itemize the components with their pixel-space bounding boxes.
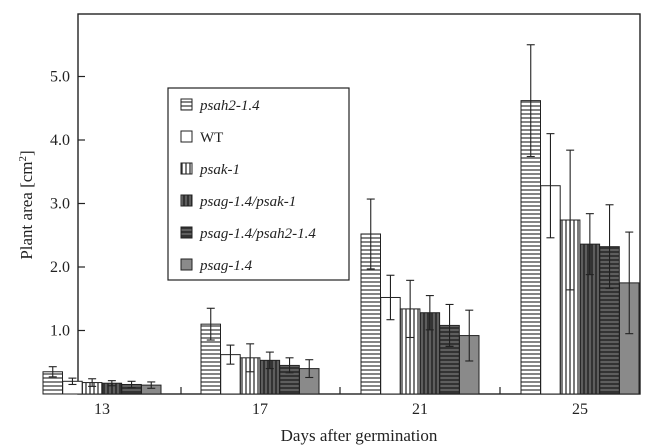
legend-swatch [180, 162, 193, 175]
legend-label: psah2-1.4 [199, 98, 260, 114]
legend-label: psak-1 [199, 162, 240, 178]
x-tick-label: 21 [412, 401, 428, 418]
legend: psah2-1.4 WT psak-1 psag-1.4/psak-1 psag-1.4… [167, 87, 350, 281]
y-axis-label-main: Plant area [cm [17, 161, 36, 259]
legend-swatch [180, 98, 193, 111]
y-axis: 1.0 2.0 3.0 4.0 5.0 [50, 69, 85, 340]
x-axis: 13 17 21 25 [94, 387, 588, 418]
x-axis-label: Days after germination [281, 426, 438, 445]
y-axis-label-end: ] [17, 150, 36, 156]
x-tick-label: 25 [572, 401, 588, 418]
y-axis-label-sup: 2 [17, 156, 29, 162]
bar-series-group [42, 44, 640, 395]
legend-swatch [180, 194, 193, 207]
legend-box [167, 87, 350, 281]
y-axis-label: Plant area [cm2] [17, 150, 36, 259]
legend-label: WT [200, 130, 223, 146]
legend-label: psag-1.4 [199, 258, 253, 274]
legend-label: psag-1.4/psak-1 [199, 194, 296, 210]
x-tick-label: 17 [252, 401, 268, 418]
y-tick-label: 5.0 [50, 69, 70, 86]
y-tick-label: 1.0 [50, 323, 70, 340]
legend-swatch [180, 258, 193, 271]
y-tick-label: 2.0 [50, 259, 70, 276]
x-tick-label: 13 [94, 401, 110, 418]
legend-swatch [180, 130, 193, 143]
legend-swatch [180, 226, 193, 239]
legend-label: psag-1.4/psah2-1.4 [199, 226, 316, 242]
y-tick-label: 4.0 [50, 132, 70, 149]
y-tick-label: 3.0 [50, 196, 70, 213]
